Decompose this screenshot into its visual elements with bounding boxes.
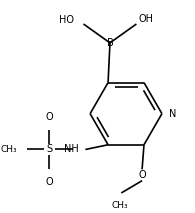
Text: B: B (107, 38, 113, 48)
Text: O: O (138, 170, 146, 180)
Text: S: S (46, 144, 52, 154)
Text: O: O (46, 177, 53, 187)
Text: OH: OH (138, 14, 153, 24)
Text: NH: NH (64, 144, 79, 154)
Text: N: N (169, 109, 177, 119)
Text: CH₃: CH₃ (1, 145, 17, 154)
Text: CH₃: CH₃ (111, 201, 128, 210)
Text: HO: HO (59, 15, 74, 25)
Text: O: O (46, 112, 53, 122)
